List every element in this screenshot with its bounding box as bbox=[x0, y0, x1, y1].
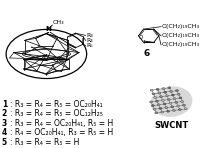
Circle shape bbox=[155, 100, 159, 102]
Text: O(CH₂)₁₉CH₃: O(CH₂)₁₉CH₃ bbox=[162, 42, 200, 47]
Ellipse shape bbox=[151, 86, 193, 117]
Circle shape bbox=[161, 99, 164, 101]
Circle shape bbox=[179, 97, 182, 99]
Circle shape bbox=[150, 101, 153, 103]
Text: 2: 2 bbox=[2, 109, 7, 118]
Text: O(CH₂)₁₉CH₃: O(CH₂)₁₉CH₃ bbox=[162, 33, 200, 38]
Circle shape bbox=[158, 92, 161, 94]
Text: R₃: R₃ bbox=[87, 33, 94, 38]
Circle shape bbox=[175, 90, 178, 92]
Text: : R₃ = R₄ = OC₂₀H₄₁, R₅ = H: : R₃ = R₄ = OC₂₀H₄₁, R₅ = H bbox=[10, 119, 113, 128]
Text: CH₃: CH₃ bbox=[53, 20, 65, 25]
Circle shape bbox=[173, 98, 176, 100]
Circle shape bbox=[165, 95, 168, 97]
Circle shape bbox=[177, 105, 180, 107]
Text: 1: 1 bbox=[2, 100, 7, 109]
Circle shape bbox=[151, 105, 154, 107]
Circle shape bbox=[153, 108, 156, 110]
Text: R₄: R₄ bbox=[87, 38, 94, 43]
Circle shape bbox=[182, 104, 185, 106]
Circle shape bbox=[175, 101, 178, 103]
Circle shape bbox=[159, 107, 162, 109]
Circle shape bbox=[171, 94, 174, 96]
Circle shape bbox=[178, 109, 181, 111]
Circle shape bbox=[163, 103, 166, 105]
Circle shape bbox=[162, 88, 165, 90]
Circle shape bbox=[170, 90, 173, 92]
Text: 6: 6 bbox=[143, 49, 150, 58]
Circle shape bbox=[167, 99, 170, 100]
Circle shape bbox=[172, 110, 175, 111]
Text: : R₃ = R₄ = R₅ = OC₂₀H₄₁: : R₃ = R₄ = R₅ = OC₂₀H₄₁ bbox=[10, 100, 103, 109]
Circle shape bbox=[165, 107, 168, 109]
Circle shape bbox=[156, 88, 159, 90]
Circle shape bbox=[171, 106, 174, 108]
Text: R₅: R₅ bbox=[87, 43, 93, 48]
Circle shape bbox=[184, 108, 187, 110]
Text: O: O bbox=[138, 36, 143, 40]
Text: : R₃ = R₄ = R₅ = OC₁₂H₂₅: : R₃ = R₄ = R₅ = OC₁₂H₂₅ bbox=[10, 109, 103, 118]
Circle shape bbox=[150, 89, 153, 91]
Text: 5: 5 bbox=[2, 138, 7, 147]
Circle shape bbox=[164, 91, 167, 93]
Circle shape bbox=[166, 110, 170, 112]
Text: 3: 3 bbox=[2, 119, 7, 128]
Text: SWCNT: SWCNT bbox=[154, 121, 189, 130]
Text: : R₃ = R₄ = R₅ = H: : R₃ = R₄ = R₅ = H bbox=[10, 138, 79, 147]
Circle shape bbox=[155, 112, 158, 114]
Circle shape bbox=[157, 104, 160, 106]
Text: N: N bbox=[46, 26, 51, 32]
Text: 4: 4 bbox=[2, 128, 7, 137]
Text: : R₄ = OC₂₀H₄₁, R₃ = R₅ = H: : R₄ = OC₂₀H₄₁, R₃ = R₅ = H bbox=[10, 128, 113, 137]
Text: O(CH₂)₁₉CH₃: O(CH₂)₁₉CH₃ bbox=[162, 24, 200, 29]
Circle shape bbox=[152, 93, 155, 95]
Circle shape bbox=[169, 102, 172, 104]
Circle shape bbox=[160, 96, 162, 98]
Circle shape bbox=[168, 87, 171, 89]
Circle shape bbox=[161, 111, 164, 113]
Circle shape bbox=[154, 96, 157, 98]
Circle shape bbox=[177, 93, 180, 95]
Circle shape bbox=[181, 101, 184, 103]
